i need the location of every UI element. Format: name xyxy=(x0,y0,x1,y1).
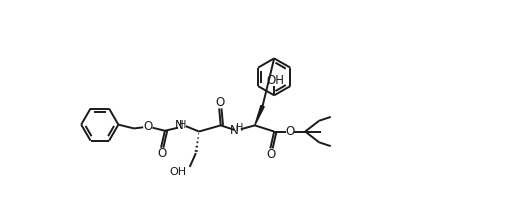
Text: H: H xyxy=(236,123,244,133)
Text: OH: OH xyxy=(267,74,285,87)
Text: N: N xyxy=(175,119,184,132)
Polygon shape xyxy=(255,105,264,125)
Text: N: N xyxy=(230,124,239,137)
Text: O: O xyxy=(215,96,225,109)
Text: O: O xyxy=(285,125,294,138)
Text: O: O xyxy=(143,120,153,133)
Text: H: H xyxy=(179,120,187,130)
Text: O: O xyxy=(157,147,166,160)
Text: O: O xyxy=(267,148,276,161)
Text: OH: OH xyxy=(169,167,187,177)
